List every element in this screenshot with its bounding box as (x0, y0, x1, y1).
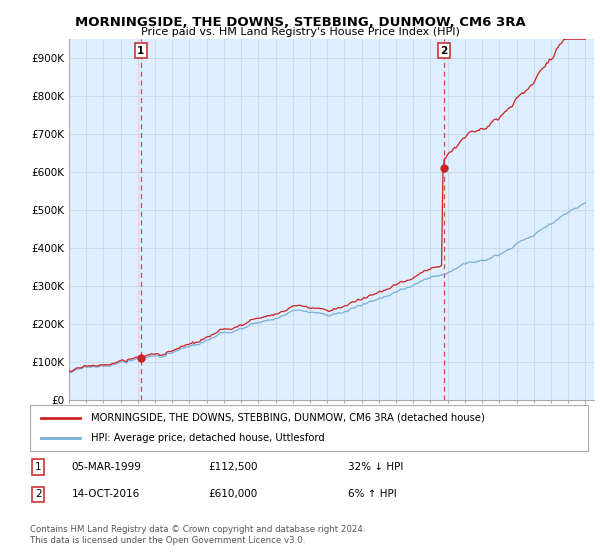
Text: 1: 1 (35, 462, 41, 472)
Text: HPI: Average price, detached house, Uttlesford: HPI: Average price, detached house, Uttl… (91, 433, 325, 443)
Text: 05-MAR-1999: 05-MAR-1999 (72, 462, 142, 472)
Text: 1: 1 (137, 45, 145, 55)
Text: Price paid vs. HM Land Registry's House Price Index (HPI): Price paid vs. HM Land Registry's House … (140, 27, 460, 37)
Text: MORNINGSIDE, THE DOWNS, STEBBING, DUNMOW, CM6 3RA: MORNINGSIDE, THE DOWNS, STEBBING, DUNMOW… (74, 16, 526, 29)
Text: 6% ↑ HPI: 6% ↑ HPI (348, 489, 397, 500)
Text: 2: 2 (35, 489, 41, 500)
Text: Contains HM Land Registry data © Crown copyright and database right 2024.
This d: Contains HM Land Registry data © Crown c… (30, 525, 365, 545)
Text: £112,500: £112,500 (209, 462, 258, 472)
Text: MORNINGSIDE, THE DOWNS, STEBBING, DUNMOW, CM6 3RA (detached house): MORNINGSIDE, THE DOWNS, STEBBING, DUNMOW… (91, 413, 485, 423)
Text: 2: 2 (440, 45, 448, 55)
Text: £610,000: £610,000 (209, 489, 258, 500)
Text: 14-OCT-2016: 14-OCT-2016 (72, 489, 140, 500)
Text: 32% ↓ HPI: 32% ↓ HPI (348, 462, 403, 472)
